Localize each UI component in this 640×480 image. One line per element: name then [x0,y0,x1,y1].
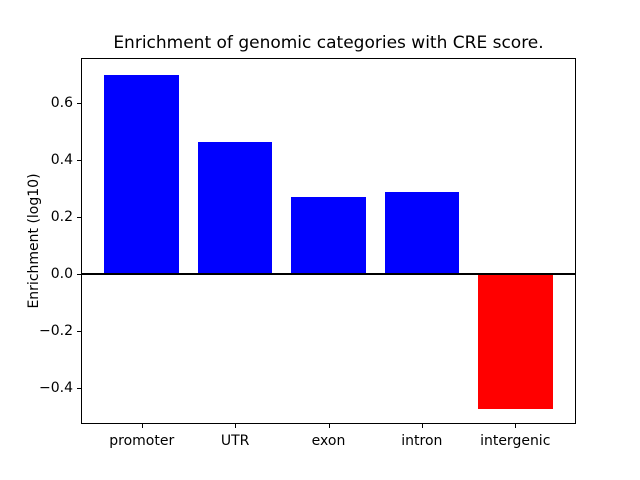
x-tick-label-UTR: UTR [220,433,250,449]
x-tick-label-intron: intron [401,433,443,449]
y-tick-mark-0.4 [77,160,81,162]
bar-exon [291,197,366,275]
plot-area [81,58,576,424]
bar-promoter [104,74,180,275]
bar-intron [384,191,460,275]
bar-UTR [197,141,273,275]
y-tick-mark-−0.2 [77,331,81,333]
x-tick-mark-intron [421,424,423,428]
y-tick-label-0.4: 0.4 [50,152,73,169]
y-tick-label-−0.4: −0.4 [39,379,73,396]
y-tick-mark-−0.4 [77,387,81,389]
x-tick-mark-promoter [141,424,143,428]
y-tick-mark-0.2 [77,217,81,219]
x-tick-mark-UTR [235,424,237,428]
y-tick-mark-0.0 [77,274,81,276]
y-tick-label-−0.2: −0.2 [39,323,73,340]
bar-intergenic [477,274,553,410]
y-tick-mark-0.6 [77,103,81,105]
chart-title: Enrichment of genomic categories with CR… [113,33,544,53]
y-tick-label-0.6: 0.6 [50,95,73,112]
x-tick-label-promoter: promoter [109,433,175,449]
x-tick-mark-intergenic [515,424,517,428]
y-tick-label-0.2: 0.2 [50,209,73,226]
y-axis-label: Enrichment (log10) [26,173,42,309]
x-tick-label-exon: exon [311,433,346,449]
zero-line [82,273,575,276]
x-tick-mark-exon [328,424,330,428]
y-tick-label-0.0: 0.0 [50,266,73,283]
x-tick-label-intergenic: intergenic [480,433,551,449]
